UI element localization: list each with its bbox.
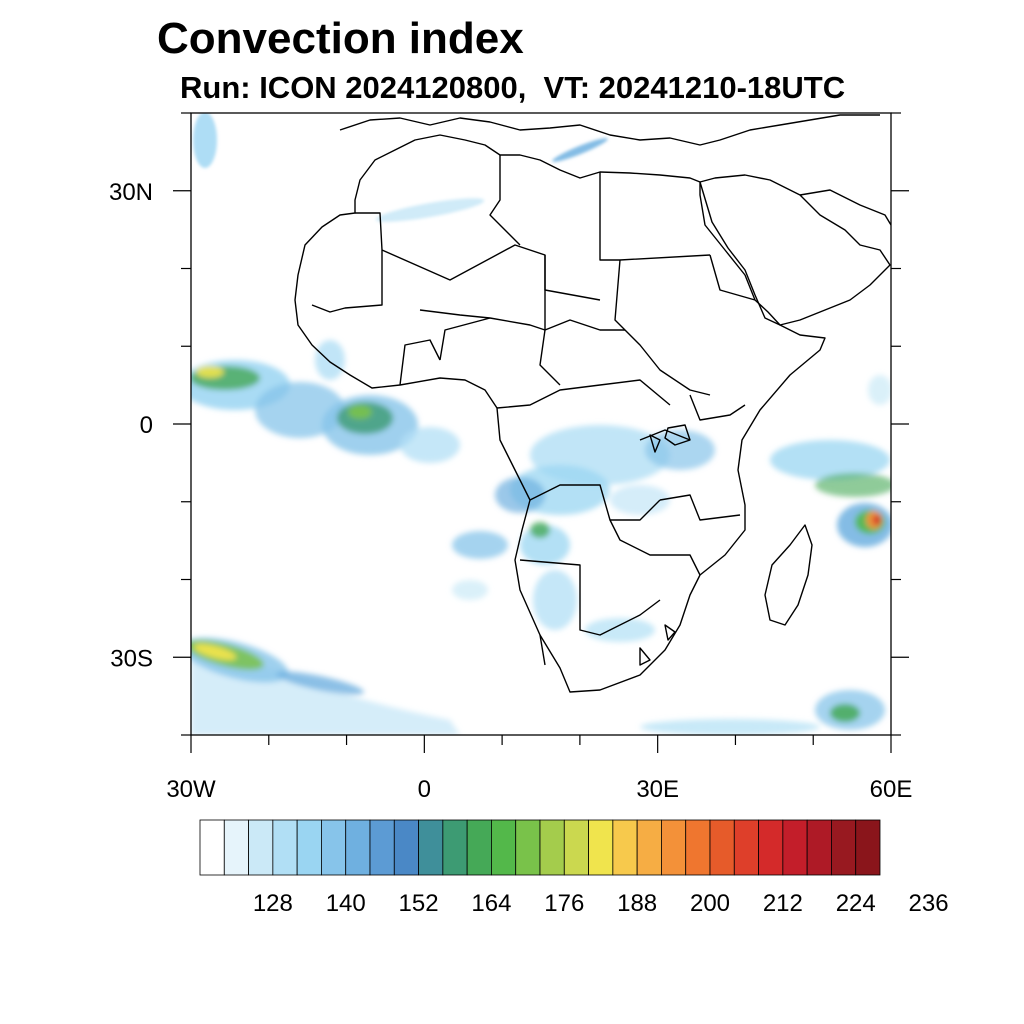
colorbar-swatch bbox=[733, 819, 759, 876]
colorbar-swatch bbox=[199, 819, 225, 876]
axis-tick-labels: 30W 0 30E 60E 30N 0 30S bbox=[109, 179, 912, 803]
colorbar-swatch bbox=[248, 819, 274, 876]
colorbar-swatch bbox=[588, 819, 614, 876]
colorbar-swatch bbox=[539, 819, 565, 876]
colorbar-swatch bbox=[563, 819, 589, 876]
lon-tick-label: 60E bbox=[870, 776, 913, 803]
lon-tick-label: 0 bbox=[418, 776, 431, 803]
colorbar-label: 224 bbox=[836, 890, 876, 917]
convection-field bbox=[191, 113, 891, 735]
colorbar-swatch bbox=[661, 819, 687, 876]
colorbar-label: 212 bbox=[763, 890, 803, 917]
axis-ticks bbox=[173, 112, 909, 753]
colorbar-swatch bbox=[515, 819, 541, 876]
colorbar-label: 176 bbox=[544, 890, 584, 917]
lon-tick-label: 30E bbox=[636, 776, 679, 803]
colorbar-swatch bbox=[466, 819, 492, 876]
colorbar-label: 164 bbox=[471, 890, 511, 917]
colorbar-label: 140 bbox=[326, 890, 366, 917]
lon-tick-label: 30W bbox=[166, 776, 216, 803]
colorbar bbox=[199, 819, 881, 876]
colorbar-swatch bbox=[831, 819, 857, 876]
colorbar-swatch bbox=[393, 819, 419, 876]
colorbar-swatch bbox=[296, 819, 322, 876]
colorbar-swatch bbox=[223, 819, 249, 876]
colorbar-swatch bbox=[345, 819, 371, 876]
colorbar-label: 200 bbox=[690, 890, 730, 917]
colorbar-label: 128 bbox=[253, 890, 293, 917]
colorbar-label: 188 bbox=[617, 890, 657, 917]
colorbar-swatch bbox=[685, 819, 711, 876]
colorbar-swatch bbox=[612, 819, 638, 876]
lat-tick-label: 30S bbox=[110, 645, 153, 672]
colorbar-swatch bbox=[806, 819, 832, 876]
colorbar-swatch bbox=[782, 819, 808, 876]
lat-tick-label: 30N bbox=[109, 179, 153, 206]
map-subtitle: Run: ICON 2024120800, VT: 20241210-18UTC bbox=[180, 70, 846, 105]
colorbar-swatch bbox=[442, 819, 468, 876]
colorbar-swatch bbox=[491, 819, 517, 876]
colorbar-swatch bbox=[709, 819, 735, 876]
colorbar-label: 152 bbox=[399, 890, 439, 917]
boundaries bbox=[294, 114, 891, 693]
colorbar-swatch bbox=[636, 819, 662, 876]
colorbar-swatch bbox=[321, 819, 347, 876]
colorbar-label: 236 bbox=[909, 890, 949, 917]
colorbar-swatch bbox=[369, 819, 395, 876]
colorbar-swatch bbox=[758, 819, 784, 876]
lat-tick-label: 0 bbox=[140, 412, 153, 439]
colorbar-swatch bbox=[272, 819, 298, 876]
colorbar-swatch bbox=[855, 819, 881, 876]
colorbar-swatch bbox=[418, 819, 444, 876]
colorbar-labels: 128 140 152 164 176 188 200 212 224 236 bbox=[253, 890, 949, 917]
map-title: Convection index bbox=[157, 14, 524, 63]
